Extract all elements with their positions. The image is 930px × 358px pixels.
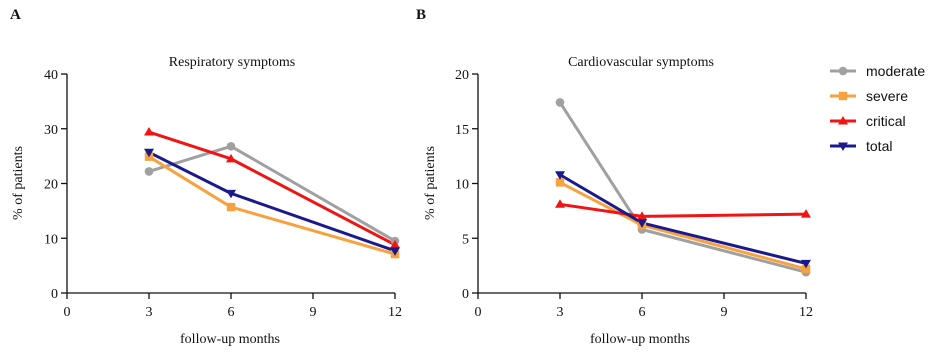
data-point-total: [801, 259, 811, 269]
data-point-moderate: [144, 167, 154, 176]
x-tick-label: 0: [64, 305, 71, 320]
y-tick-label: 0: [462, 287, 469, 302]
ticks-a: 0 10 20 30 40 0 3 6 9 12: [44, 68, 402, 320]
x-tick-label: 9: [310, 305, 317, 320]
data-point-severe: [226, 202, 236, 212]
series-line-total: [559, 173, 807, 265]
y-tick-label: 10: [44, 232, 58, 247]
data-point-critical: [637, 211, 647, 220]
legend-item-moderate: moderate: [830, 63, 925, 79]
chart-title-cardiovascular: Cardiovascular symptoms: [568, 55, 714, 70]
panel-letter-a: A: [10, 7, 21, 23]
chart-title-respiratory: Respiratory symptoms: [169, 55, 295, 70]
x-tick-label: 0: [475, 305, 482, 320]
legend-item-total: total: [830, 138, 892, 154]
x-tick-label: 9: [721, 305, 728, 320]
data-point-severe: [555, 178, 565, 187]
y-tick-label: 20: [44, 178, 58, 193]
panel-letter-b: B: [416, 7, 426, 23]
y-tick-label: 5: [462, 232, 469, 247]
data-point-critical: [390, 239, 400, 249]
y-tick-label: 10: [455, 178, 469, 193]
series-line-total: [148, 150, 396, 253]
data-point-total: [226, 189, 236, 199]
x-axis-label-b: follow-up months: [590, 332, 690, 347]
data-point-critical: [801, 209, 811, 218]
legend-label-total: total: [866, 138, 892, 154]
legend-marker-critical: [838, 116, 848, 125]
y-axis-label-b: % of patients: [423, 146, 438, 220]
y-axis-label-a: % of patients: [11, 146, 26, 220]
series-b: [555, 98, 811, 277]
legend-marker-moderate: [838, 66, 848, 76]
x-tick-label: 3: [146, 305, 153, 320]
axes-a: [66, 74, 395, 294]
series-line-moderate: [558, 101, 807, 274]
data-point-critical: [226, 153, 236, 163]
y-tick-label: 40: [44, 68, 58, 83]
data-point-total: [390, 247, 400, 256]
series-line-critical: [559, 202, 807, 218]
panel-a: A Respiratory symptoms % of patients fol…: [10, 7, 402, 347]
legend: moderate severe critical total: [830, 63, 925, 154]
x-tick-label: 3: [557, 305, 564, 320]
x-tick-label: 6: [639, 305, 646, 320]
y-tick-label: 0: [51, 287, 58, 302]
x-tick-label: 12: [799, 305, 813, 320]
data-point-critical: [555, 199, 565, 208]
data-point-total: [637, 219, 647, 228]
legend-item-severe: severe: [830, 88, 908, 104]
legend-label-moderate: moderate: [866, 63, 925, 79]
legend-label-severe: severe: [866, 88, 908, 104]
legend-marker-total: [838, 142, 848, 151]
x-axis-label-a: follow-up months: [180, 332, 280, 347]
ticks-b: 0 5 10 15 20 0 3 6 9 12: [455, 68, 813, 320]
data-point-total: [555, 171, 565, 180]
y-tick-label: 30: [44, 123, 58, 138]
legend-item-critical: critical: [830, 113, 906, 129]
y-tick-label: 15: [455, 123, 469, 138]
series-a: [144, 127, 400, 259]
x-tick-label: 12: [388, 305, 402, 320]
data-point-moderate: [226, 141, 236, 151]
data-point-total: [144, 148, 154, 158]
data-point-severe: [801, 264, 811, 274]
data-point-critical: [144, 127, 154, 136]
series-line-critical: [148, 130, 396, 247]
legend-marker-severe: [838, 91, 848, 101]
x-tick-label: 6: [228, 305, 235, 320]
legend-label-critical: critical: [866, 113, 906, 129]
data-point-moderate: [555, 98, 565, 107]
panel-b: B Cardiovascular symptoms % of patients …: [416, 7, 813, 347]
y-tick-label: 20: [455, 68, 469, 83]
